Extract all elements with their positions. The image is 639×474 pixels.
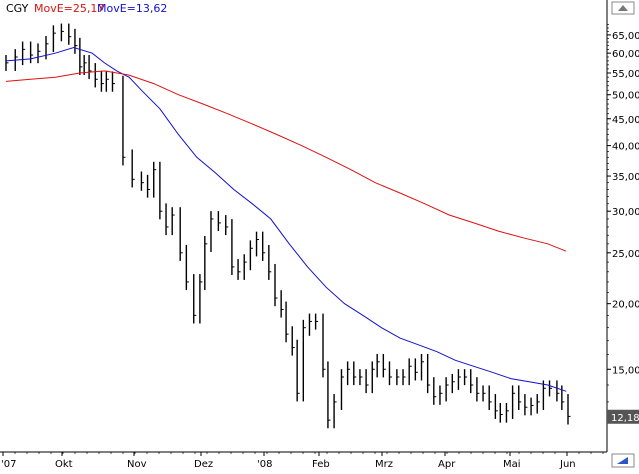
y-tick-label: 30,00 (612, 207, 639, 218)
indicator-label-red: MovE=25,17 (34, 2, 104, 15)
chart-title: CGY (6, 2, 29, 15)
x-tick-label: Dez (194, 459, 213, 470)
price-bars (5, 23, 571, 429)
y-tick-label: 55,00 (612, 69, 639, 80)
x-tick-label: '08 (257, 459, 272, 470)
y-tick-label: 35,00 (612, 172, 639, 183)
top-right-scroll-button[interactable] (611, 1, 635, 15)
last-price-label: 12,18 (611, 413, 639, 424)
x-tick-label: Nov (127, 459, 147, 470)
y-tick-label: 50,00 (612, 91, 639, 102)
x-tick-label: '07 (1, 459, 16, 470)
y-tick-label: 20,00 (612, 300, 639, 311)
x-tick-label: Feb (312, 459, 330, 470)
y-tick-label: 60,00 (612, 49, 639, 60)
y-tick-label: 15,00 (612, 365, 639, 376)
series-line-blue (5, 46, 567, 392)
last-price-badge (607, 409, 639, 424)
y-tick-label: 40,00 (612, 142, 639, 153)
y-tick-label: 45,00 (612, 115, 639, 126)
y-tick-label: 65,00 (612, 31, 639, 42)
y-tick-label: 25,00 (612, 249, 639, 260)
x-tick-label: Mai (503, 459, 521, 470)
right-axis-panel (607, 0, 639, 452)
indicator-label-blue: MovE=13,62 (97, 2, 167, 15)
x-tick-label: Mrz (375, 459, 393, 470)
bottom-right-scroll-button[interactable] (611, 453, 635, 468)
arrow-corner-icon (617, 457, 628, 464)
x-tick-label: Jun (559, 459, 576, 470)
series-line-red (5, 70, 567, 252)
x-tick-label: Apr (438, 459, 456, 470)
arrow-up-icon (618, 5, 628, 11)
x-tick-label: Okt (55, 459, 73, 470)
